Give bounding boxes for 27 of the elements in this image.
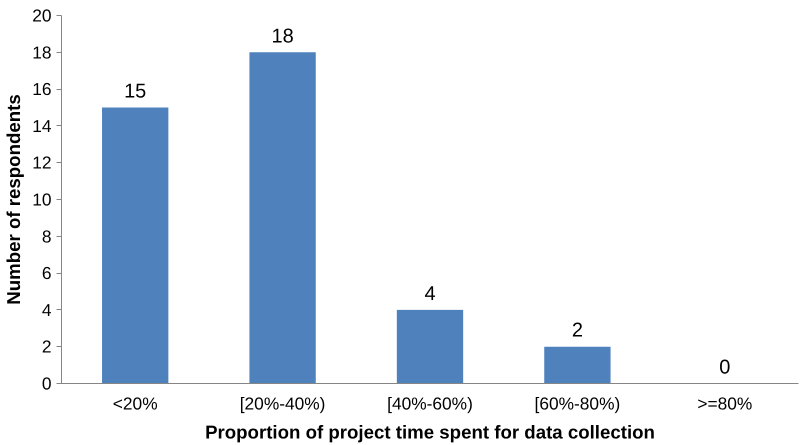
y-tick-label: 10 [32, 190, 52, 210]
x-tick-label: [40%-60%) [387, 394, 473, 414]
y-axis-title: Number of respondents [3, 94, 24, 305]
y-tick-label: 2 [42, 336, 52, 357]
bar [544, 346, 611, 384]
y-tick-label: 0 [42, 374, 52, 394]
x-axis-title: Proportion of project time spent for data collection [205, 422, 655, 442]
y-tick-label: 20 [32, 6, 52, 26]
data-label: 18 [271, 25, 294, 48]
y-tick-label: 6 [42, 263, 52, 284]
y-tick-label: 16 [32, 79, 52, 100]
x-tick-label: >=80% [697, 394, 752, 414]
data-label: 2 [572, 320, 583, 342]
x-tick-label: [60%-80%) [534, 394, 620, 414]
data-label: 4 [424, 282, 436, 305]
y-tick-label: 14 [32, 116, 52, 136]
y-tick-label: 4 [42, 300, 52, 320]
bar [249, 52, 316, 384]
x-tick-label: [20%-40%) [240, 394, 326, 414]
y-tick-label: 8 [42, 226, 52, 246]
y-tick-label: 12 [32, 152, 52, 173]
y-tick-label: 18 [32, 42, 52, 62]
data-label: 0 [719, 356, 730, 378]
x-tick-label: <20% [112, 394, 158, 414]
bar [102, 108, 168, 384]
bar [396, 310, 464, 384]
data-label: 15 [124, 80, 146, 102]
